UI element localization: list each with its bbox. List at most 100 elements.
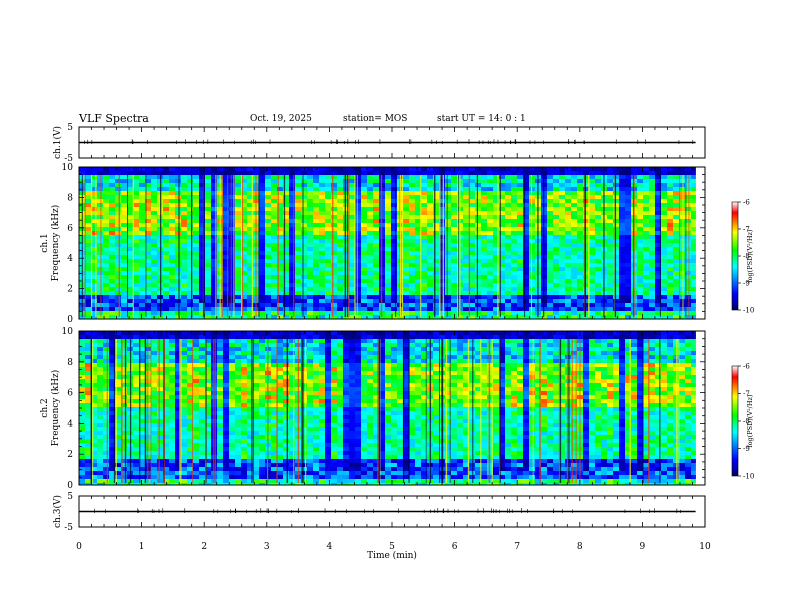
heatmap-cell	[469, 299, 476, 304]
heatmap-cell	[307, 271, 314, 276]
heatmap-cell	[679, 243, 686, 248]
heatmap-cell	[475, 195, 482, 200]
heatmap-cell	[223, 311, 230, 316]
heatmap-cell	[613, 195, 620, 200]
heatmap-cell	[505, 175, 512, 180]
heatmap-cell	[493, 299, 500, 304]
heatmap-cell	[595, 275, 602, 280]
heatmap-cell	[541, 171, 548, 176]
heatmap-cell	[91, 295, 98, 300]
heatmap-cell	[469, 203, 476, 208]
heatmap-cell	[373, 227, 380, 232]
heatmap-cell	[133, 415, 140, 420]
heatmap-cell	[373, 223, 380, 228]
heatmap-cell	[289, 303, 296, 308]
heatmap-cell	[463, 291, 470, 296]
heatmap-cell	[445, 283, 452, 288]
heatmap-cell	[127, 331, 134, 336]
heatmap-cell	[565, 235, 572, 240]
heatmap-cell	[115, 331, 122, 336]
heatmap-cell	[685, 203, 692, 208]
heatmap-cell	[193, 167, 200, 172]
heatmap-cell	[307, 295, 314, 300]
heatmap-cell	[229, 183, 236, 188]
heatmap-cell	[451, 291, 458, 296]
heatmap-cell	[661, 227, 668, 232]
heatmap-cell	[673, 199, 680, 204]
heatmap-cell	[121, 443, 128, 448]
heatmap-cell	[337, 211, 344, 216]
heatmap-cell	[133, 355, 140, 360]
heatmap-cell	[673, 247, 680, 252]
heatmap-cell	[547, 291, 554, 296]
heatmap-cell	[553, 211, 560, 216]
heatmap-cell	[547, 183, 554, 188]
heatmap-cell	[445, 295, 452, 300]
heatmap-cell	[595, 223, 602, 228]
heatmap-cell	[529, 263, 536, 268]
heatmap-cell	[205, 255, 212, 260]
heatmap-cell	[427, 295, 434, 300]
heatmap-cell	[241, 183, 248, 188]
heatmap-cell	[421, 171, 428, 176]
heatmap-cell	[151, 355, 158, 360]
heatmap-cell	[235, 283, 242, 288]
heatmap-cell	[565, 239, 572, 244]
heatmap-cell	[235, 259, 242, 264]
heatmap-cell	[103, 167, 110, 172]
heatmap-cell	[553, 279, 560, 284]
heatmap-cell	[601, 315, 608, 320]
heatmap-cell	[517, 247, 524, 252]
heatmap-cell	[283, 227, 290, 232]
heatmap-cell	[163, 191, 170, 196]
heatmap-cell	[121, 355, 128, 360]
heatmap-cell	[295, 219, 302, 224]
heatmap-cell	[667, 227, 674, 232]
heatmap-cell	[673, 287, 680, 292]
heatmap-cell	[505, 195, 512, 200]
heatmap-cell	[625, 231, 632, 236]
heatmap-cell	[577, 295, 584, 300]
heatmap-cell	[559, 267, 566, 272]
heatmap-cell	[127, 275, 134, 280]
heatmap-cell	[349, 211, 356, 216]
heatmap-cell	[121, 387, 128, 392]
heatmap-cell	[139, 223, 146, 228]
heatmap-cell	[97, 387, 104, 392]
heatmap-cell	[517, 203, 524, 208]
heatmap-cell	[151, 395, 158, 400]
heatmap-cell	[319, 183, 326, 188]
heatmap-cell	[517, 243, 524, 248]
heatmap-cell	[109, 427, 116, 432]
heatmap-cell	[529, 187, 536, 192]
heatmap-cell	[679, 251, 686, 256]
heatmap-cell	[595, 247, 602, 252]
chart-title: VLF Spectra	[79, 112, 149, 125]
heatmap-cell	[211, 271, 218, 276]
heatmap-cell	[199, 191, 206, 196]
heatmap-cell	[295, 231, 302, 236]
heatmap-cell	[271, 191, 278, 196]
heatmap-cell	[565, 215, 572, 220]
heatmap-cell	[121, 331, 128, 336]
heatmap-cell	[553, 247, 560, 252]
heatmap-cell	[559, 223, 566, 228]
heatmap-cell	[529, 275, 536, 280]
heatmap-cell	[277, 263, 284, 268]
heatmap-cell	[337, 255, 344, 260]
heatmap-cell	[613, 259, 620, 264]
heatmap-cell	[415, 267, 422, 272]
heatmap-cell	[481, 211, 488, 216]
heatmap-cell	[487, 231, 494, 236]
heatmap-cell	[235, 171, 242, 176]
heatmap-cell	[571, 307, 578, 312]
heatmap-cell	[103, 451, 110, 456]
heatmap-cell	[319, 215, 326, 220]
heatmap-cell	[403, 243, 410, 248]
heatmap-cell	[85, 423, 92, 428]
heatmap-cell	[97, 399, 104, 404]
heatmap-cell	[691, 299, 696, 304]
heatmap-cell	[367, 271, 374, 276]
heatmap-cell	[427, 227, 434, 232]
heatmap-cell	[91, 175, 98, 180]
